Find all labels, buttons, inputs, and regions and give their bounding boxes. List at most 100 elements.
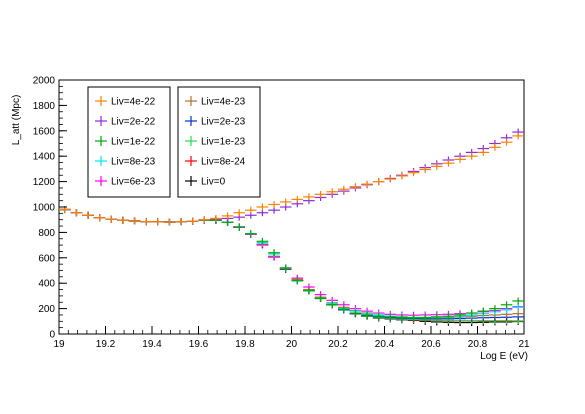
- data-point: [175, 218, 187, 226]
- x-tick-label: 19.4: [142, 339, 162, 350]
- data-point: [338, 305, 350, 313]
- legend-entry: Liv=4e-22: [95, 96, 156, 108]
- data-point: [186, 217, 199, 225]
- legend-label: Liv=4e-22: [111, 97, 156, 108]
- data-point: [372, 312, 385, 320]
- legend-box: [87, 86, 171, 198]
- data-point: [233, 209, 245, 217]
- data-point: [442, 312, 455, 320]
- y-tick-label: 1400: [33, 152, 56, 163]
- legend-label: Liv=6e-23: [111, 177, 156, 188]
- y-tick-label: 2000: [33, 76, 56, 87]
- data-point: [407, 169, 420, 177]
- legend-label: Liv=0: [201, 177, 226, 188]
- data-point: [245, 206, 257, 214]
- data-point: [396, 313, 408, 321]
- legend-label: Liv=8e-24: [201, 157, 246, 168]
- y-tick-label: 600: [38, 253, 55, 264]
- legend-entry: Liv=1e-22: [95, 136, 156, 148]
- legend-label: Liv=4e-23: [201, 97, 246, 108]
- y-tick-label: 800: [38, 228, 55, 239]
- legend-label: Liv=1e-23: [201, 137, 246, 148]
- data-point: [314, 294, 327, 302]
- data-point: [314, 190, 327, 198]
- legend-entry: Liv=8e-24: [185, 156, 246, 168]
- data-point: [303, 193, 315, 201]
- legend-left: Liv=4e-22 Liv=2e-22 Liv=1e-22 Liv=8e-23 Liv=…: [87, 86, 171, 198]
- data-point: [500, 301, 513, 309]
- data-point: [210, 214, 222, 222]
- data-point: [338, 185, 350, 193]
- x-tick-label: 20: [286, 339, 298, 350]
- legend-label: Liv=8e-23: [111, 157, 156, 168]
- series-liv-4e-22: [59, 132, 524, 226]
- legend-entry: Liv=4e-23: [185, 96, 246, 108]
- data-point: [454, 311, 466, 319]
- data-point: [431, 162, 443, 170]
- x-tick-label: 21: [518, 339, 530, 350]
- y-tick-label: 1600: [33, 126, 56, 137]
- x-tick-label: 19.6: [189, 339, 209, 350]
- data-point: [70, 209, 83, 217]
- x-tick-label: 19.2: [96, 339, 116, 350]
- data-point: [221, 212, 234, 220]
- y-tick-label: 400: [38, 279, 55, 290]
- data-point: [93, 214, 106, 222]
- legend-entry: Liv=6e-23: [95, 176, 156, 188]
- data-point: [465, 309, 478, 317]
- data-point: [117, 216, 129, 224]
- data-marks: [59, 128, 524, 327]
- data-point: [431, 313, 443, 321]
- data-point: [256, 237, 269, 245]
- data-point: [477, 148, 490, 156]
- data-point: [140, 218, 152, 226]
- data-point: [407, 314, 420, 322]
- data-point: [442, 159, 455, 167]
- data-point: [279, 198, 292, 206]
- data-point: [268, 249, 280, 257]
- data-point: [291, 277, 304, 285]
- data-point: [465, 152, 478, 160]
- data-point: [361, 311, 373, 319]
- data-point: [512, 310, 524, 318]
- data-point: [279, 264, 292, 272]
- data-point: [419, 166, 431, 174]
- legend-box: [177, 86, 261, 198]
- x-tick-label: 20.8: [468, 339, 488, 350]
- legend-label: Liv=1e-22: [111, 137, 156, 148]
- x-tick-label: 20.4: [375, 339, 395, 350]
- legend-entry: Liv=2e-23: [185, 116, 246, 128]
- data-point: [512, 297, 524, 305]
- legend-label: Liv=2e-23: [201, 117, 246, 128]
- x-axis-ticks: 19 19.2 19.4 19.6 19.8 20 20.2 20.4 20.6 20.8 21: [53, 326, 530, 350]
- y-tick-label: 1800: [33, 101, 56, 112]
- data-point: [152, 218, 164, 226]
- data-point: [82, 211, 94, 219]
- data-point: [303, 287, 315, 295]
- data-point: [372, 178, 385, 186]
- data-point: [349, 183, 362, 191]
- x-tick-label: 20.2: [328, 339, 348, 350]
- y-axis-label: L_att (Mpc): [11, 95, 22, 146]
- data-point: [454, 155, 466, 163]
- x-tick-label: 19: [53, 339, 65, 350]
- x-tick-label: 19.8: [235, 339, 255, 350]
- data-point: [245, 230, 257, 238]
- data-point: [198, 216, 211, 224]
- data-point: [489, 143, 501, 151]
- y-tick-label: 200: [38, 304, 55, 315]
- data-point: [512, 132, 524, 140]
- data-point: [268, 200, 280, 208]
- legend-entry: Liv=2e-22: [95, 116, 156, 128]
- data-point: [361, 180, 373, 188]
- data-point: [512, 303, 524, 311]
- data-point: [326, 301, 338, 309]
- y-axis-ticks: 0 200 400 600 800 1000 1200 1400 1600 1800 2000: [33, 76, 67, 341]
- data-point: [489, 305, 501, 313]
- data-point: [128, 217, 141, 225]
- legend-entry: Liv=0: [185, 176, 226, 188]
- data-point: [477, 307, 490, 315]
- data-point: [500, 138, 513, 146]
